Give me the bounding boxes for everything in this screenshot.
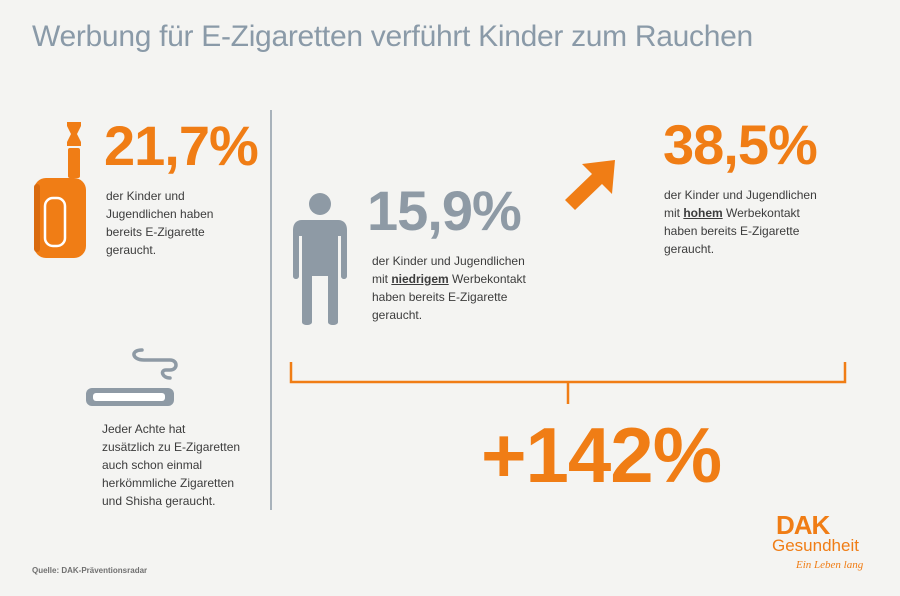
text-line: der Kinder und [106,189,185,203]
vertical-divider [270,110,272,510]
text-line: geraucht. [664,242,715,256]
text-line: herkömmliche Zigaretten [102,476,235,490]
emphasis-low: niedrigem [391,272,449,286]
text-line: haben bereits E-Zigarette [372,290,508,304]
text-line: und Shisha geraucht. [102,494,216,508]
text-line: Jeder Achte hat [102,422,186,436]
stat-low-value: 15,9% [367,179,522,242]
person-icon [293,193,347,325]
text-line: mit hohem Werbekontakt [664,204,817,222]
text-line: zusätzlich zu E-Zigaretten [102,440,241,454]
dak-logo-tagline: Ein Leben lang [796,559,864,571]
text-line: der Kinder und Jugendlichen [664,188,817,202]
dak-logo-name: Gesundheit [772,536,859,555]
bracket [289,362,847,404]
stat-high-text: der Kinder und Jugendlichen mit hohem We… [664,186,817,258]
dak-logo: DAK Gesundheit Ein Leben lang [772,510,876,580]
text-line: Jugendlichen haben [106,207,214,221]
cigarette-note: Jeder Achte hat zusätzlich zu E-Zigarett… [102,420,240,510]
stat-high-value: 38,5% [663,113,818,176]
arrow-up-right-icon [565,160,615,210]
stat-ecig-value: 21,7% [104,114,259,177]
text-fragment: mit [664,206,684,220]
text-fragment: mit [372,272,392,286]
emphasis-high: hohem [683,206,723,220]
cigarette-icon [86,348,178,406]
stat-increase-value: +142% [481,411,722,499]
stat-low-text: der Kinder und Jugendlichen mit niedrige… [372,252,526,324]
stat-ecig-text: der Kinder und Jugendlichen haben bereit… [106,187,213,259]
e-cigarette-icon [34,122,86,258]
text-line: auch schon einmal [102,458,203,472]
text-line: geraucht. [372,308,423,322]
text-line: geraucht. [106,243,157,257]
text-fragment: Werbekontakt [448,272,526,286]
dak-logo-mark: DAK [776,510,830,540]
page-title: Werbung für E-Zigaretten verführt Kinder… [32,20,753,53]
text-line: mit niedrigem Werbekontakt [372,270,526,288]
text-line: bereits E-Zigarette [106,225,205,239]
text-fragment: Werbekontakt [722,206,800,220]
source-note: Quelle: DAK-Präventionsradar [32,566,148,575]
text-line: der Kinder und Jugendlichen [372,254,525,268]
text-line: haben bereits E-Zigarette [664,224,800,238]
